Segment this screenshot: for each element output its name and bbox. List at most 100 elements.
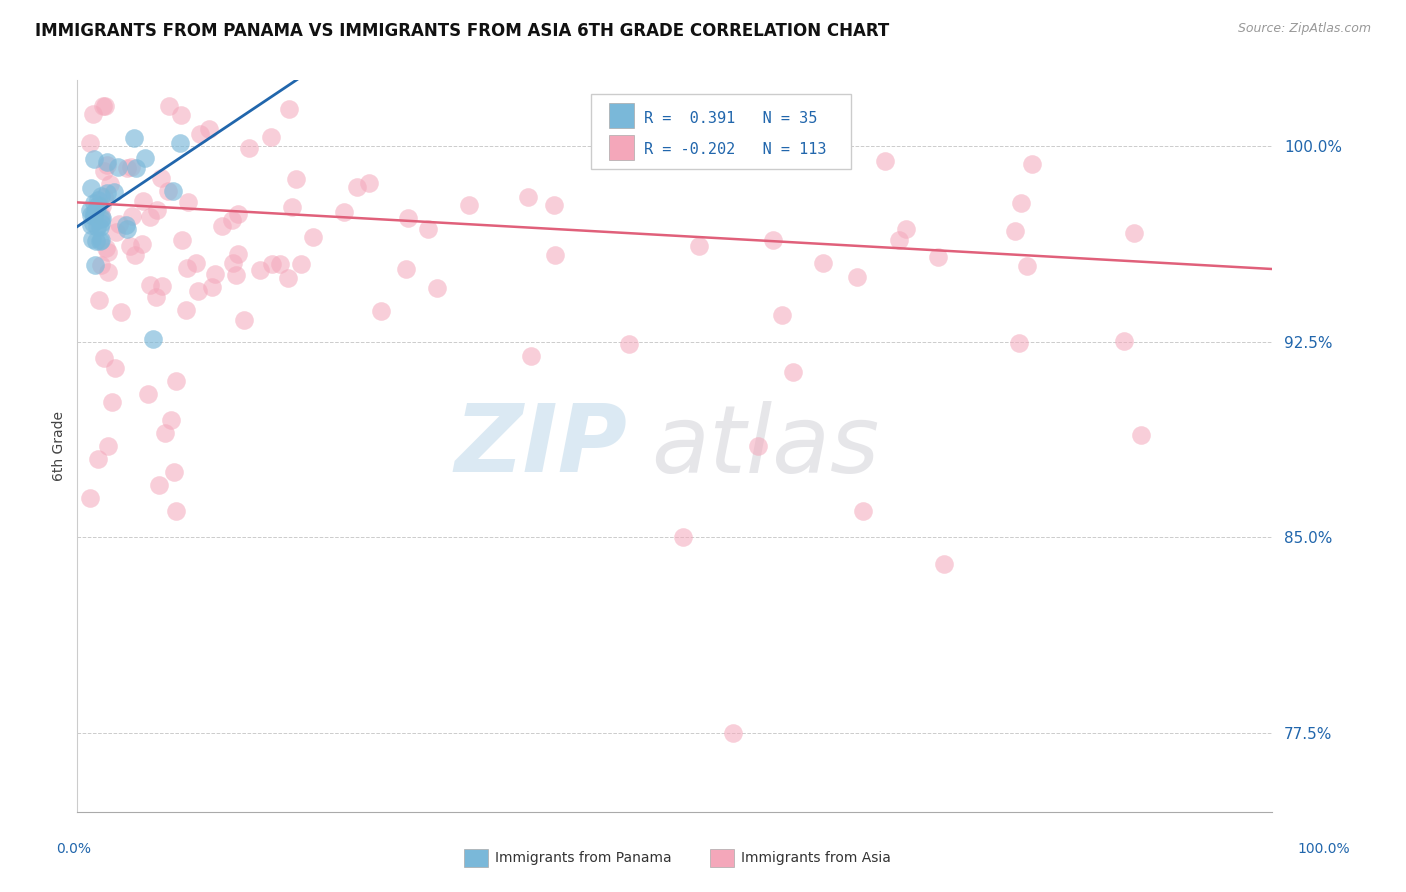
Point <box>260 130 283 145</box>
Point <box>83 206 105 220</box>
Point <box>1021 157 1043 171</box>
Point <box>396 211 419 225</box>
Point <box>458 197 481 211</box>
Point <box>688 239 710 253</box>
Point <box>290 257 312 271</box>
Point <box>84 202 107 216</box>
Point <box>90 211 112 226</box>
Point <box>103 186 125 200</box>
Point <box>425 281 447 295</box>
Point <box>90 208 112 222</box>
Point <box>90 199 112 213</box>
Point <box>221 212 243 227</box>
Point <box>82 232 104 246</box>
Point <box>155 425 177 440</box>
Point <box>97 439 120 453</box>
Point <box>83 196 105 211</box>
Point <box>873 153 896 168</box>
Point <box>176 302 198 317</box>
Point <box>762 233 785 247</box>
Text: Source: ZipAtlas.com: Source: ZipAtlas.com <box>1237 22 1371 36</box>
Point <box>934 557 956 571</box>
Point <box>1010 196 1032 211</box>
Point <box>1130 428 1153 442</box>
Point <box>262 256 284 270</box>
Point <box>87 198 110 212</box>
Point <box>927 250 949 264</box>
Point <box>281 200 304 214</box>
Point <box>894 221 917 235</box>
Point <box>124 248 146 262</box>
Point <box>150 279 173 293</box>
Point <box>90 212 112 227</box>
Point <box>122 131 145 145</box>
Point <box>170 108 193 122</box>
Point <box>1017 259 1039 273</box>
Point <box>200 280 222 294</box>
Point <box>98 178 121 192</box>
Point <box>395 262 418 277</box>
Point <box>148 478 170 492</box>
Point <box>852 504 875 518</box>
Point <box>139 211 162 225</box>
Point <box>90 233 112 247</box>
Point <box>96 186 118 200</box>
Point <box>544 248 567 262</box>
Point <box>278 102 301 116</box>
Point <box>93 99 115 113</box>
Point <box>120 161 142 175</box>
Point <box>226 207 249 221</box>
Point <box>1112 334 1135 349</box>
Point <box>93 351 115 366</box>
Point <box>89 235 111 249</box>
Point <box>249 263 271 277</box>
Point <box>90 188 112 202</box>
Point <box>723 726 745 740</box>
Point <box>370 304 392 318</box>
Point <box>87 193 110 207</box>
Point <box>359 176 381 190</box>
Point <box>157 99 180 113</box>
Point <box>187 284 209 298</box>
Point <box>332 205 354 219</box>
Point <box>418 222 440 236</box>
Point <box>160 413 183 427</box>
Point <box>96 158 118 172</box>
Point <box>82 216 104 230</box>
Point <box>811 256 834 270</box>
Point <box>176 260 198 275</box>
Point <box>285 172 308 186</box>
Point <box>149 171 172 186</box>
Point <box>94 241 117 255</box>
Point <box>619 336 641 351</box>
Point <box>83 152 105 166</box>
Point <box>89 220 111 235</box>
Point <box>107 161 129 175</box>
Point <box>104 225 127 239</box>
Text: R =  0.391   N = 35: R = 0.391 N = 35 <box>644 111 817 126</box>
Point <box>204 267 226 281</box>
Point <box>887 233 910 247</box>
Point <box>134 151 156 165</box>
Point <box>91 99 114 113</box>
Point <box>131 194 153 208</box>
Point <box>516 189 538 203</box>
Point <box>226 247 249 261</box>
Text: 100.0%: 100.0% <box>1298 842 1350 856</box>
Point <box>80 181 103 195</box>
Point <box>120 238 142 252</box>
Point <box>115 222 138 236</box>
Point <box>86 452 108 467</box>
Point <box>80 208 103 222</box>
Point <box>97 244 120 259</box>
Point <box>770 308 793 322</box>
Point <box>115 219 138 233</box>
Point <box>1008 335 1031 350</box>
Point <box>79 491 101 506</box>
Point <box>82 107 104 121</box>
Point <box>146 203 169 218</box>
Point <box>84 258 107 272</box>
Point <box>162 184 184 198</box>
Point <box>301 230 323 244</box>
Point <box>131 237 153 252</box>
